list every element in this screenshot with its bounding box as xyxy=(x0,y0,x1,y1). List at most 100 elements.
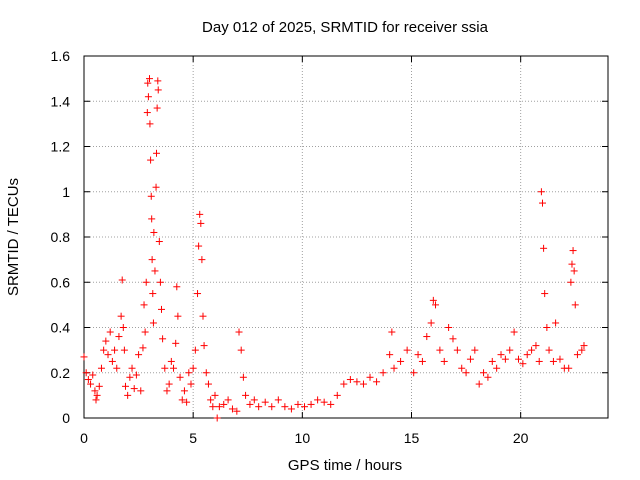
data-point xyxy=(211,391,219,399)
data-point xyxy=(215,403,223,411)
data-point xyxy=(111,346,119,354)
data-point xyxy=(418,357,426,365)
data-point xyxy=(414,351,422,359)
data-point xyxy=(132,371,140,379)
x-axis: 0 5 10 15 20 xyxy=(80,56,529,446)
data-point xyxy=(432,301,440,309)
data-point xyxy=(117,312,125,320)
data-point xyxy=(287,405,295,413)
data-point xyxy=(580,342,588,350)
data-point xyxy=(403,346,411,354)
data-point xyxy=(320,398,328,406)
data-point xyxy=(140,301,148,309)
data-point xyxy=(142,278,150,286)
data-point xyxy=(379,369,387,377)
data-point xyxy=(519,360,527,368)
data-point xyxy=(146,75,153,83)
x-tick-label: 20 xyxy=(513,430,529,446)
data-point xyxy=(235,328,243,336)
data-point xyxy=(139,344,147,352)
chart-title: Day 012 of 2025, SRMTID for receiver ssi… xyxy=(202,19,489,36)
data-point xyxy=(543,324,551,331)
data-point xyxy=(359,380,367,388)
data-point xyxy=(149,290,157,298)
data-point xyxy=(167,357,175,365)
data-point xyxy=(571,301,579,309)
data-point xyxy=(261,398,269,406)
data-point xyxy=(92,396,100,404)
data-point xyxy=(301,403,309,411)
data-point xyxy=(195,242,203,250)
data-point xyxy=(429,296,437,304)
data-point xyxy=(154,77,162,85)
data-point xyxy=(493,364,501,372)
data-point xyxy=(410,369,418,377)
data-point xyxy=(151,267,159,275)
data-point xyxy=(128,364,136,372)
data-point xyxy=(199,312,207,320)
data-point xyxy=(173,283,181,291)
data-point xyxy=(539,199,546,207)
data-point xyxy=(80,353,88,361)
data-point xyxy=(89,371,97,379)
data-point xyxy=(556,355,564,363)
data-point xyxy=(137,387,145,395)
data-point xyxy=(91,387,99,395)
data-point xyxy=(333,391,341,399)
data-point xyxy=(194,290,202,298)
data-point xyxy=(427,319,435,327)
data-point xyxy=(165,380,173,388)
data-point xyxy=(573,351,581,359)
data-point xyxy=(82,369,90,377)
data-point xyxy=(514,355,522,363)
data-point xyxy=(549,357,557,365)
data-point xyxy=(440,357,448,365)
data-point xyxy=(569,247,577,255)
data-point xyxy=(453,346,461,354)
grid xyxy=(84,56,608,418)
data-point xyxy=(423,333,431,341)
data-point xyxy=(172,339,180,347)
x-tick-label: 0 xyxy=(80,430,88,446)
data-point xyxy=(102,337,110,345)
y-tick-label: 1.4 xyxy=(51,93,71,109)
data-point xyxy=(180,387,188,395)
data-points xyxy=(80,75,588,422)
data-point xyxy=(161,364,169,372)
data-point xyxy=(436,346,444,354)
data-point xyxy=(147,156,155,164)
data-point xyxy=(93,391,101,399)
data-point xyxy=(475,380,483,388)
data-point xyxy=(100,346,108,354)
data-point xyxy=(213,414,221,422)
data-point xyxy=(120,346,128,354)
data-point xyxy=(366,373,374,381)
y-tick-label: 1.2 xyxy=(51,139,71,155)
data-point xyxy=(568,260,576,268)
data-point xyxy=(113,364,121,372)
data-point xyxy=(255,403,263,411)
data-point xyxy=(207,396,215,404)
data-point xyxy=(178,396,186,404)
x-axis-label: GPS time / hours xyxy=(288,457,402,474)
data-point xyxy=(144,79,152,87)
data-point xyxy=(87,380,95,388)
data-point xyxy=(135,351,143,359)
data-point xyxy=(198,256,206,264)
data-point xyxy=(174,312,182,320)
data-point xyxy=(152,183,160,191)
data-point xyxy=(130,385,138,393)
data-point xyxy=(537,188,545,196)
data-point xyxy=(281,403,289,411)
data-point xyxy=(274,396,282,404)
data-point xyxy=(353,378,361,386)
y-tick-label: 0.2 xyxy=(51,365,71,381)
data-point xyxy=(506,346,514,354)
data-point xyxy=(242,391,250,399)
data-point xyxy=(307,400,315,408)
data-point xyxy=(327,400,335,408)
data-point xyxy=(170,364,178,372)
data-point xyxy=(488,357,496,365)
data-point xyxy=(95,382,103,390)
